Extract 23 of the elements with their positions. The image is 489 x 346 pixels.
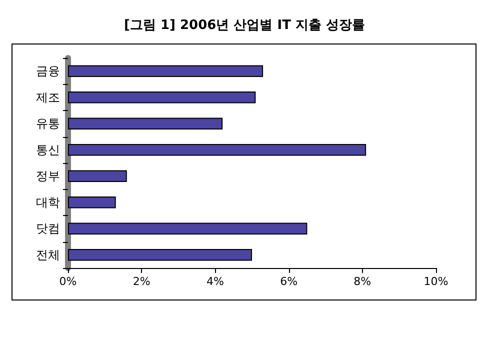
x-tick-label: 10% xyxy=(424,275,448,288)
x-tick-label: 8% xyxy=(354,275,372,288)
y-tick-label: 대학 xyxy=(36,195,60,210)
bar xyxy=(68,144,366,156)
bar xyxy=(68,65,264,78)
x-tick-label: 6% xyxy=(280,275,298,288)
bar xyxy=(68,222,308,235)
x-tick-label: 2% xyxy=(132,275,150,288)
bar xyxy=(68,170,127,182)
x-tick-label: 4% xyxy=(206,275,224,288)
bar xyxy=(68,196,116,208)
y-tick-label: 금융 xyxy=(36,64,60,78)
y-tick-label: 정부 xyxy=(36,169,60,184)
bar xyxy=(68,91,256,104)
bar xyxy=(68,118,223,130)
y-tick-label: 닷컴 xyxy=(36,222,60,236)
y-tick-label: 유통 xyxy=(36,116,60,131)
chart-title: [그림 1] 2006년 산업별 IT 지출 성장률 xyxy=(124,18,365,33)
bar xyxy=(68,248,252,261)
x-tick-label: 0% xyxy=(59,275,77,288)
y-tick-label: 전체 xyxy=(36,248,60,262)
y-tick-label: 제조 xyxy=(36,90,60,104)
y-tick-label: 통신 xyxy=(36,142,60,157)
